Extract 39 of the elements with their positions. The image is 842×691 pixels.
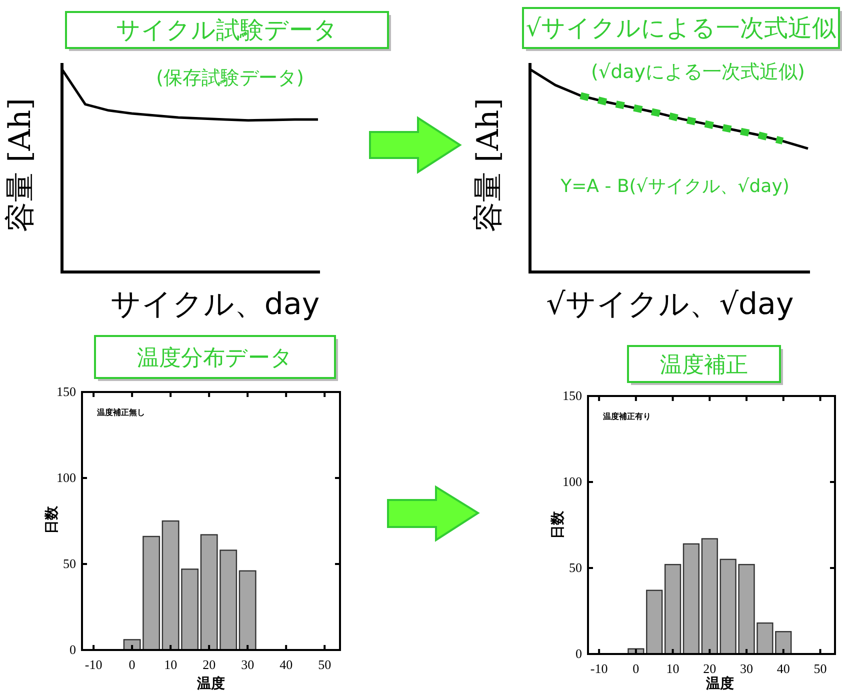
x-axis-title: サイクル、day (110, 287, 320, 322)
chart-subtitle: (√dayによる一次式近似) (591, 61, 805, 83)
chart-subtitle: (保存試験データ) (156, 67, 304, 89)
x-tick-label: 50 (318, 657, 332, 672)
x-axis-title: 温度 (705, 675, 734, 691)
annotation: 温度補正有り (602, 411, 651, 421)
chart-title: 温度補正 (660, 353, 748, 378)
y-tick-label: 100 (56, 470, 76, 485)
x-axis-title: 温度 (196, 675, 225, 691)
x-tick-label: 10 (666, 661, 680, 676)
x-tick-label: 50 (814, 661, 827, 676)
annotation: 温度補正無し (96, 407, 145, 417)
x-tick-label: 10 (164, 657, 178, 672)
y-tick-label: 0 (576, 646, 582, 661)
y-tick-label: 50 (63, 556, 76, 571)
x-tick-label: 0 (632, 661, 640, 676)
x-tick-label: 20 (703, 661, 716, 676)
x-tick-label: 40 (280, 657, 293, 672)
x-axis-title: √サイクル、√day (546, 287, 794, 322)
x-tick-label: -10 (84, 657, 102, 672)
x-tick-label: 30 (241, 657, 254, 672)
x-tick-label: 0 (128, 657, 136, 672)
y-tick-label: 0 (70, 642, 76, 657)
chart-title: サイクル試験データ (116, 16, 338, 44)
annotation: Y=A - B(√サイクル、√day) (560, 176, 790, 197)
y-axis-title: 日数 (550, 510, 566, 539)
y-tick-label: 150 (56, 384, 76, 399)
x-tick-label: 30 (740, 661, 754, 676)
chart-title: 温度分布データ (137, 346, 293, 371)
chart-title: √サイクルによる一次式近似 (526, 14, 838, 42)
x-tick-label: -10 (590, 661, 608, 676)
y-tick-label: 50 (569, 560, 582, 575)
x-tick-label: 40 (776, 661, 790, 676)
y-axis-title: 日数 (44, 505, 60, 534)
y-tick-label: 100 (562, 474, 582, 489)
x-tick-label: 20 (202, 657, 216, 672)
y-axis-title: 容量 [Ah] (3, 98, 38, 232)
y-axis-title: 容量 [Ah] (471, 98, 506, 232)
y-tick-label: 150 (562, 388, 582, 403)
